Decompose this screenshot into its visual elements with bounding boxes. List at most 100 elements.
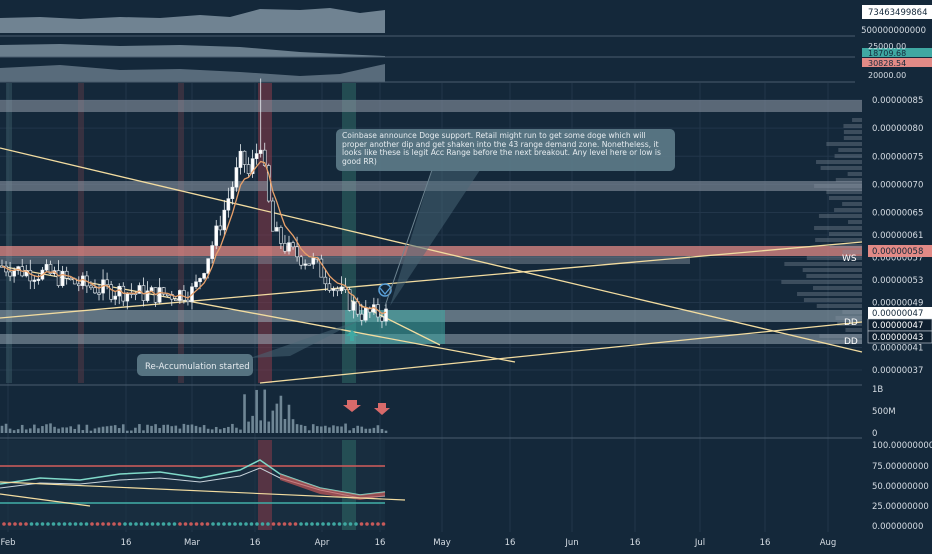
price-axis-tick: 0.00000057 <box>872 254 923 264</box>
signal-marker-arrow <box>379 287 391 296</box>
trendline-up-lower <box>259 321 863 384</box>
annotation-box <box>137 354 253 376</box>
candle <box>363 307 368 321</box>
annotation-coinbase[interactable]: Coinbase announce Doge support. Retail m… <box>336 129 675 307</box>
volume-bar <box>275 403 279 433</box>
price-axis-tick: 0.00000041 <box>872 344 923 354</box>
rsi-dot <box>343 522 347 526</box>
rsi-dot <box>260 522 265 526</box>
candle <box>16 266 20 271</box>
rsi-dot <box>150 522 155 526</box>
volume-axis-1b: 1B <box>872 385 883 395</box>
volume-bar <box>117 428 121 433</box>
candle <box>12 270 16 277</box>
volume-profile-bar <box>826 190 862 194</box>
candle <box>157 287 162 303</box>
volume-profile-bar <box>828 232 862 236</box>
reaccumulation-note-text: Re-Accumulation started <box>145 362 250 372</box>
rsi-dot <box>222 522 226 526</box>
rsi-dot <box>359 522 364 526</box>
rsi-dot <box>370 522 375 526</box>
candle <box>271 200 275 232</box>
volume-profile-bar <box>816 160 862 164</box>
volume-bar <box>368 428 372 433</box>
volume-axis-500m: 500M <box>872 407 896 417</box>
volume-bar <box>121 424 125 433</box>
candle <box>275 227 279 232</box>
candle <box>165 293 170 296</box>
rsi-dot <box>310 522 314 526</box>
price-axis[interactable]: 0.00000085 0.00000080 0.00000075 0.00000070… <box>872 96 923 376</box>
volume-bar <box>89 430 93 433</box>
rsi-dot <box>35 522 39 526</box>
volume-bar <box>109 425 113 433</box>
volume-bar <box>41 426 44 433</box>
volume-bar <box>158 428 161 433</box>
price-tags: 0.00000058 0.00000047 0.00000047 0.00000… <box>842 245 932 347</box>
candle <box>81 275 85 286</box>
volume-bar <box>239 429 242 433</box>
price-tag-043: 0.00000043 <box>872 333 923 343</box>
rsi-dot <box>40 522 45 526</box>
rsi-dot <box>84 522 89 526</box>
price-tag-047: 0.00000047 <box>872 321 923 331</box>
candle <box>234 167 239 188</box>
coinbase-note-text: Coinbase announce Doge support. Retail m… <box>342 132 661 166</box>
rsi-dot <box>304 522 309 526</box>
rsi-axis-100: 100.00000000 <box>872 441 932 451</box>
candle <box>311 257 316 265</box>
rsi-dot <box>62 522 67 526</box>
volume-bar <box>352 428 355 433</box>
volume-profile-bar <box>829 244 862 248</box>
panel2-tag-teal <box>862 48 932 57</box>
zone-label-dd-1: DD <box>844 318 858 328</box>
volume-pane[interactable]: 1B 500M 0 <box>0 384 896 439</box>
volume-profile-bar <box>784 262 862 266</box>
volume-bar <box>324 425 327 433</box>
time-axis[interactable]: Feb 16 Mar 16 Apr 16 May 16 Jun 16 Jul 16 Aug <box>0 538 836 548</box>
candle <box>380 316 384 322</box>
volume-profile-bar <box>815 238 862 242</box>
time-axis-tick: Jul <box>694 538 705 548</box>
volume-bar <box>218 429 222 433</box>
rsi-dot <box>183 522 188 526</box>
volume-bar <box>73 428 77 433</box>
volume-profile-bar <box>806 274 862 278</box>
candle <box>186 299 190 302</box>
candle <box>68 277 73 281</box>
volume-profile-bar <box>806 256 862 260</box>
candle <box>246 164 251 174</box>
rsi-dot <box>189 522 193 526</box>
candle <box>113 295 117 300</box>
volume-profile-bar <box>797 292 862 296</box>
volume-bar <box>81 430 85 433</box>
rsi-pane[interactable]: 100.00000000 75.00000000 50.00000000 25.… <box>0 440 932 532</box>
volume-bar <box>307 430 311 433</box>
candle <box>137 285 142 294</box>
rsi-dot <box>139 522 144 526</box>
rsi-band-teal <box>342 440 356 530</box>
rsi-dot <box>216 522 221 526</box>
panel2-axis-low: 20000.00 <box>868 71 906 80</box>
candle <box>262 149 267 166</box>
rsi-dot <box>200 522 204 526</box>
candle <box>218 225 223 231</box>
panel1-value-text: 73463499864 <box>868 8 928 18</box>
annotation-reaccumulation[interactable]: Re-Accumulation started <box>137 320 360 376</box>
volume-profile-bar <box>820 166 862 170</box>
volume-bar <box>57 428 60 433</box>
volume-bar <box>283 418 287 433</box>
price-tag-white <box>868 307 932 319</box>
rsi-dot <box>156 522 160 526</box>
panel2-area <box>0 44 385 57</box>
volume-bar <box>138 424 141 433</box>
candle <box>60 270 65 286</box>
price-axis-tick: 0.00000075 <box>872 152 923 162</box>
candle <box>238 150 243 168</box>
volume-bar <box>332 425 335 433</box>
volume-bar <box>33 424 36 433</box>
highlight-band <box>6 83 12 383</box>
rsi-dot <box>326 522 331 526</box>
volume-bar <box>198 427 202 433</box>
